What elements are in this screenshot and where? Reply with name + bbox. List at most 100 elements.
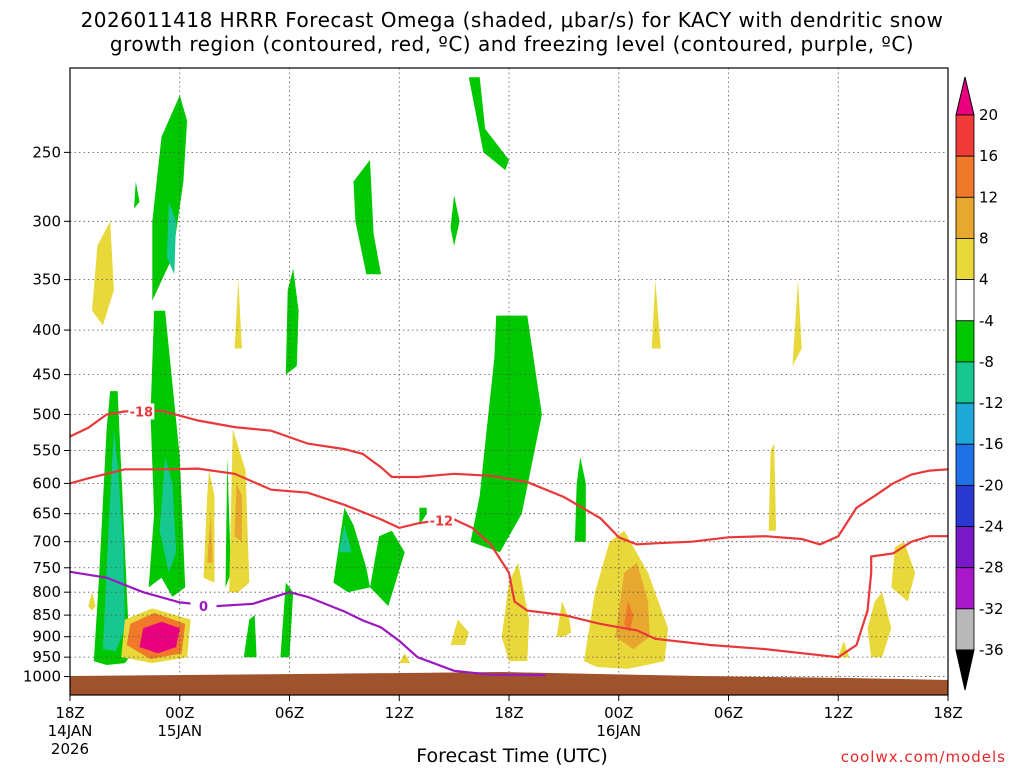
y-tick-label-7: 600 — [32, 474, 61, 492]
omega-region-11 — [333, 507, 370, 593]
contour-label-bg-2 — [190, 598, 217, 615]
omega-positive-region-18 — [768, 443, 777, 531]
contour-line-2 — [70, 570, 546, 677]
y-tick-label-5: 500 — [32, 405, 61, 423]
omega-positive-region-12 — [501, 562, 530, 662]
y-tick-label-3: 400 — [32, 321, 61, 339]
omega-positive-region-22 — [891, 541, 916, 602]
omega-region-18 — [468, 77, 509, 171]
contour-label-bg-1 — [428, 512, 455, 529]
y-tick-label-0: 250 — [32, 143, 61, 161]
omega-positive-region-0 — [92, 221, 114, 326]
colorbar-segment-8 — [955, 443, 975, 486]
omega-positive-region-13 — [556, 601, 572, 637]
colorbar-segment-11 — [955, 567, 975, 610]
omega-positive-region-19 — [792, 279, 802, 367]
colorbar-top-arrow — [955, 76, 975, 116]
temperature-contours: -18 -12 0 — [70, 403, 948, 677]
colorbar-label-13: -36 — [979, 641, 1004, 659]
colorbar-segment-10 — [955, 526, 975, 569]
colorbar-segment-9 — [955, 484, 975, 527]
colorbar-label-12: -32 — [979, 600, 1004, 618]
y-tick-label-15: 1000 — [23, 668, 61, 686]
colorbar-segment-4 — [955, 279, 975, 322]
y-tick-label-13: 900 — [32, 628, 61, 646]
colorbar-label-7: -12 — [979, 394, 1004, 412]
y-tick-label-9: 700 — [32, 533, 61, 551]
x-tick-label-8: 18Z — [933, 704, 962, 722]
colorbar-label-3: 8 — [979, 229, 989, 247]
omega-region-10 — [280, 582, 294, 658]
surface-terrain — [70, 672, 948, 695]
y-tick-label-6: 550 — [32, 442, 61, 460]
y-tick-label-12: 850 — [32, 606, 61, 624]
omega-region-12 — [338, 525, 352, 553]
omega-region-2 — [134, 181, 140, 209]
terrain-band — [70, 672, 948, 695]
colorbar-segment-12 — [955, 608, 975, 651]
omega-positive-region-21 — [867, 592, 892, 658]
x-tick-sublabel-5: 16JAN — [596, 722, 641, 740]
contour-label-1: -12 — [430, 515, 454, 530]
y-tick-label-10: 750 — [32, 559, 61, 577]
omega-region-9 — [243, 615, 257, 658]
omega-region-15 — [419, 507, 427, 526]
x-tick-sublabel-1: 15JAN — [157, 722, 202, 740]
omega-positive-region-8 — [234, 483, 242, 542]
y-tick-label-8: 650 — [32, 505, 61, 523]
omega-region-8 — [285, 268, 299, 375]
omega-positive-region-16 — [624, 601, 634, 633]
colorbar: 20 16 12 8 4 -4 -8 -12 -16 -20 -24 -28 -32 -36 — [955, 76, 1004, 691]
contour-label-bg-0 — [128, 403, 155, 420]
omega-region-7 — [225, 457, 231, 588]
contour-line-0 — [70, 409, 948, 546]
colorbar-label-4: 4 — [979, 271, 989, 289]
omega-region-13 — [370, 530, 405, 607]
omega-region-16 — [450, 195, 460, 246]
omega-positive-region-9 — [234, 279, 242, 349]
y-tick-label-14: 950 — [32, 648, 61, 666]
x-tick-label-4: 18Z — [494, 704, 523, 722]
colorbar-segment-1 — [955, 155, 975, 198]
x-axis-title: Forecast Time (UTC) — [416, 745, 608, 767]
omega-positive-region-10 — [399, 653, 411, 664]
chart-title-line2: growth region (contoured, red, ºC) and f… — [109, 32, 915, 56]
omega-region-1 — [102, 429, 125, 652]
x-tick-label-2: 06Z — [275, 704, 304, 722]
colorbar-label-11: -28 — [979, 559, 1004, 577]
y-tick-label-2: 350 — [32, 271, 61, 289]
colorbar-segment-5 — [955, 320, 975, 363]
colorbar-label-2: 12 — [979, 188, 998, 206]
omega-positive-region-1 — [88, 592, 96, 611]
x-tick-label-1: 00Z — [165, 704, 194, 722]
x-tick-label-5: 00Z — [604, 704, 633, 722]
x-tick-label-3: 12Z — [385, 704, 414, 722]
omega-shading — [88, 77, 916, 669]
omega-region-14 — [353, 159, 381, 275]
x-tick-sublabel-0: 14JAN — [48, 722, 93, 740]
y-tick-label-1: 300 — [32, 212, 61, 230]
colorbar-label-6: -8 — [979, 353, 994, 371]
contour-line-1 — [70, 467, 948, 659]
colorbar-segment-0 — [955, 114, 975, 157]
x-tick-label-6: 06Z — [714, 704, 743, 722]
x-tick-label-7: 12Z — [824, 704, 853, 722]
omega-region-6 — [166, 201, 177, 275]
omega-positive-region-5 — [203, 470, 215, 583]
omega-region-17 — [470, 315, 542, 553]
x-tick-sublabel2-0: 2026 — [51, 740, 89, 758]
colorbar-label-1: 16 — [979, 147, 998, 165]
omega-region-19 — [574, 457, 586, 542]
credit-link[interactable]: coolwx.com/models — [840, 748, 1006, 766]
omega-region-4 — [159, 457, 177, 573]
colorbar-segment-3 — [955, 238, 975, 281]
colorbar-label-5: -4 — [979, 312, 994, 330]
colorbar-label-0: 20 — [979, 106, 998, 124]
omega-region-3 — [148, 310, 186, 597]
omega-region-5 — [152, 95, 188, 301]
contour-label-2: 0 — [199, 600, 208, 615]
colorbar-segment-2 — [955, 196, 975, 239]
x-tick-label-0: 18Z — [55, 704, 84, 722]
